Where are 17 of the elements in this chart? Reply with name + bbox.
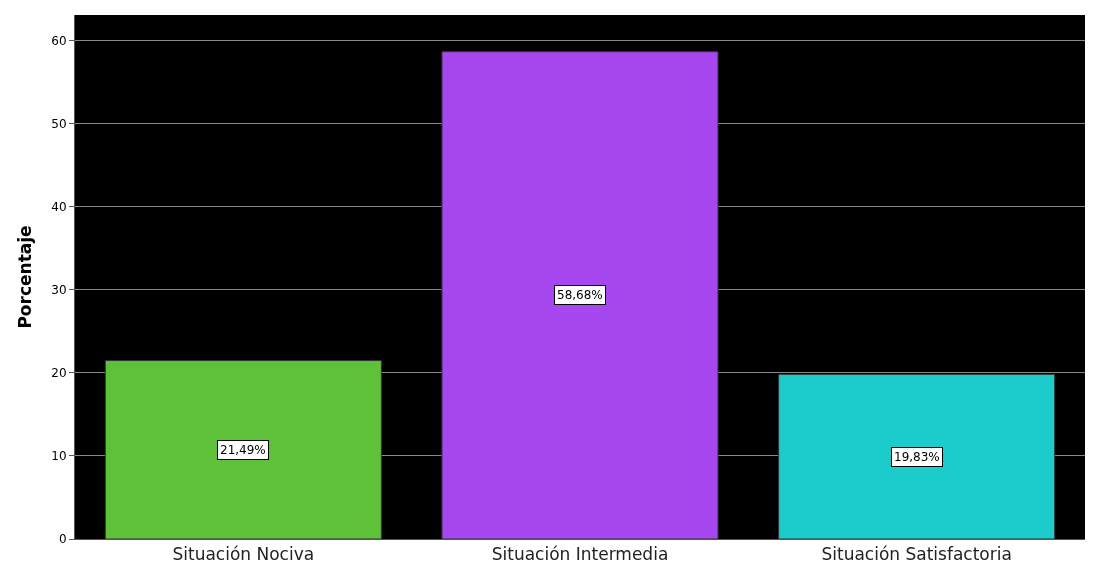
bar [441,51,719,539]
y-tick-label: 50 [51,116,67,131]
y-tick-label: 0 [58,532,67,547]
y-axis-title: Porcentaje [14,225,35,329]
y-tick-label: 30 [51,283,67,298]
data-label: 21,49% [220,443,266,457]
y-tick-label: 10 [51,449,67,464]
bar [104,360,382,539]
x-tick-label: Situación Nociva [172,544,315,565]
y-tick-label: 20 [51,366,67,381]
bar [778,373,1056,539]
data-label: 19,83% [894,450,940,464]
y-tick-label: 40 [51,200,67,215]
x-tick-label: Situación Intermedia [491,544,669,565]
x-tick-label: Situación Satisfactoria [821,544,1012,565]
data-label: 58,68% [557,288,603,302]
y-tick-label: 60 [51,33,67,48]
